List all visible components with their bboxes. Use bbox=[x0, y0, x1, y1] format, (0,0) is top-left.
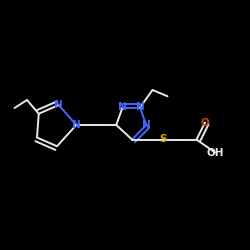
Text: N: N bbox=[72, 120, 80, 130]
Text: OH: OH bbox=[206, 148, 224, 158]
Text: S: S bbox=[159, 134, 166, 144]
Text: N: N bbox=[118, 102, 127, 113]
Text: N: N bbox=[54, 100, 63, 110]
Text: N: N bbox=[136, 102, 144, 113]
Text: N: N bbox=[142, 120, 150, 130]
Text: O: O bbox=[200, 118, 209, 128]
